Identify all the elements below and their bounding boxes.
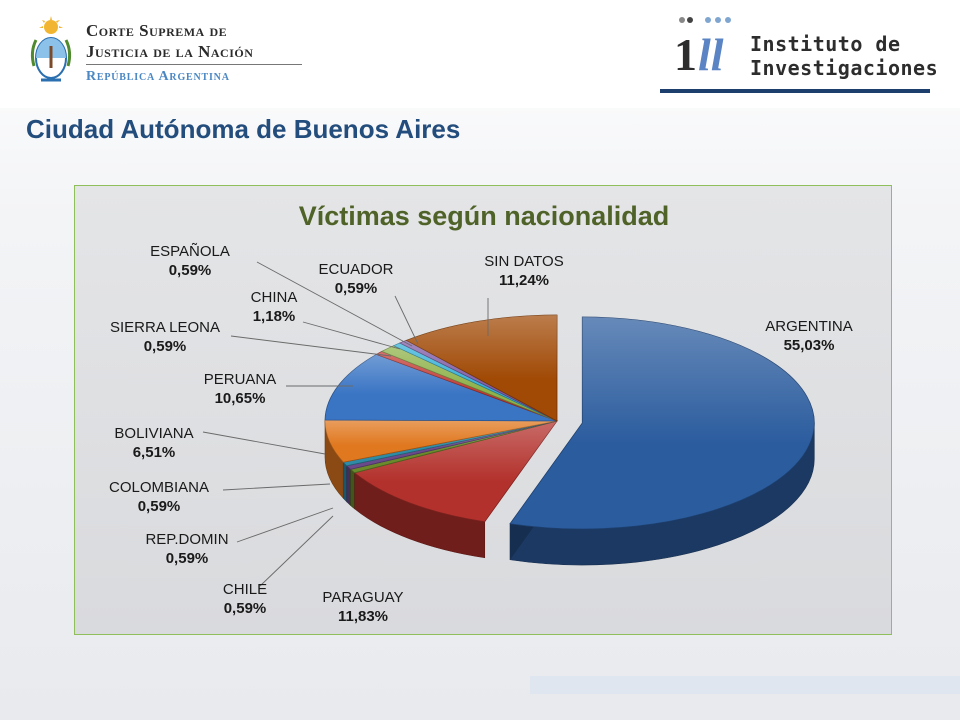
slice-ecuador-highlight [393, 342, 557, 421]
leader-line-chile [259, 515, 334, 587]
footer-strip [530, 676, 960, 694]
slice-boliviana-highlight [325, 419, 557, 463]
leader-line-boliviana [202, 431, 326, 455]
country-name: República Argentina [86, 69, 230, 84]
label-value-paraguay: 11,83% [338, 608, 388, 625]
slice-rep-domin-highlight [346, 421, 557, 470]
slice-argentina-highlight [510, 317, 815, 530]
page-title: Ciudad Autónoma de Buenos Aires [26, 114, 461, 144]
court-name-line1: Corte Suprema de [86, 21, 228, 40]
label-name-sierra-leona: SIERRA LEONA [110, 319, 220, 336]
slice-chile-highlight [350, 421, 557, 473]
label-name-argentina: ARGENTINA [765, 318, 853, 335]
label-name-rep-domin: REP.DOMIN [145, 531, 228, 548]
label-name-sin-datos: SIN DATOS [484, 253, 563, 270]
label-name-paraguay: PARAGUAY [322, 589, 403, 606]
slice-side-colombiana [342, 461, 348, 503]
institute-underline [660, 89, 930, 93]
label-value-boliviana: 6,51% [133, 444, 176, 461]
label-name-china: CHINA [251, 289, 298, 306]
svg-text:1: 1 [674, 29, 697, 80]
label-value-peruana: 10,65% [215, 390, 266, 407]
leader-line-china [302, 321, 401, 350]
leader-line-sierra-leona [230, 335, 392, 357]
chart-panel: Víctimas según nacionalidad ARGENTINA 55,… [74, 185, 892, 635]
label-name-chile: CHILE [223, 581, 267, 598]
court-name-line2: Justicia de la Nación [86, 42, 254, 61]
slice-sierra-leona-highlight [376, 351, 557, 421]
label-name-peruana: PERUANA [204, 371, 277, 388]
label-value-colombiana: 0,59% [138, 498, 181, 515]
label-value-chile: 0,59% [224, 600, 267, 617]
slice-peruana-highlight [325, 354, 557, 421]
court-logo-block: Corte Suprema de Justicia de la Nación R… [26, 16, 302, 88]
institute-name-line2: Investigaciones [750, 56, 939, 80]
slice-espa-ola-highlight [399, 340, 557, 421]
svg-text:ll: ll [698, 29, 724, 80]
leader-line-rep-domin [236, 507, 334, 543]
label-value-ecuador: 0,59% [335, 280, 378, 297]
label-value-argentina: 55,03% [784, 337, 835, 354]
label-name-colombiana: COLOMBIANA [109, 479, 209, 496]
slice-colombiana-highlight [343, 421, 557, 466]
leader-line-espa-ola [256, 261, 413, 347]
label-value-rep-domin: 0,59% [166, 550, 209, 567]
slice-sin-datos-highlight [406, 315, 557, 421]
institute-logo-block: 1 ll Instituto de Investigaciones [660, 14, 940, 94]
argentina-coat-of-arms-icon [30, 16, 72, 82]
slice-paraguay-highlight [354, 421, 557, 522]
leader-line-ecuador [394, 295, 419, 345]
chart-title: Víctimas según nacionalidad [299, 201, 670, 231]
label-value-china: 1,18% [253, 308, 296, 325]
label-name-boliviana: BOLIVIANA [114, 425, 193, 442]
slice-china-highlight [381, 345, 557, 421]
slice-side-rep-domin [346, 465, 351, 507]
pie-chart: Víctimas según nacionalidad ARGENTINA 55,… [109, 201, 853, 625]
leader-line-colombiana [222, 483, 331, 491]
label-name-espa-ola: ESPAÑOLA [150, 243, 230, 260]
label-value-sierra-leona: 0,59% [144, 338, 187, 355]
label-name-ecuador: ECUADOR [318, 261, 393, 278]
institute-logo-icon: 1 ll [674, 17, 731, 80]
divider [86, 64, 302, 65]
slice-side-chile [350, 468, 355, 510]
label-value-sin-datos: 11,24% [499, 272, 549, 289]
label-value-espa-ola: 0,59% [169, 262, 212, 279]
institute-name-line1: Instituto de [750, 32, 901, 56]
